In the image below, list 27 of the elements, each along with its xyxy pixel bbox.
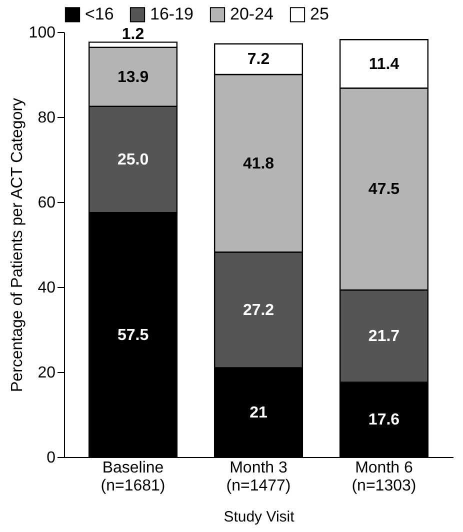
data-label: 27.2 — [242, 302, 274, 319]
y-axis-title: Percentage of Patients per ACT Category — [8, 98, 26, 392]
x-tick-label: Baseline (n=1681) — [100, 460, 166, 494]
legend-label: <16 — [85, 4, 114, 24]
legend-label: 20-24 — [230, 4, 274, 24]
y-tick-label: 80 — [38, 110, 56, 126]
data-label: 21 — [250, 404, 268, 422]
data-label: 25.0 — [117, 152, 149, 168]
data-label: 7.2 — [247, 51, 270, 68]
data-label: 47.5 — [368, 181, 400, 198]
x-tick-label: Month 6 (n=1303) — [352, 460, 416, 494]
y-tick-label: 0 — [46, 450, 56, 466]
x-tick-label: Month 3 (n=1477) — [226, 460, 291, 494]
y-tick-label: 100 — [28, 24, 56, 42]
data-label: 17.6 — [368, 412, 400, 429]
data-label: 11.4 — [368, 56, 400, 73]
legend-label: 16-19 — [150, 4, 194, 24]
data-label: 57.5 — [117, 326, 149, 344]
data-label: 41.8 — [242, 155, 274, 172]
y-tick-label: 40 — [38, 280, 56, 296]
data-label: 1.2 — [122, 26, 144, 44]
x-axis-title: Study Visit — [224, 508, 296, 526]
data-label: 21.7 — [368, 328, 400, 346]
y-tick-label: 20 — [38, 364, 56, 382]
legend-label: 25 — [310, 4, 329, 24]
data-label: 13.9 — [117, 68, 149, 86]
y-tick-label: 60 — [38, 194, 56, 212]
